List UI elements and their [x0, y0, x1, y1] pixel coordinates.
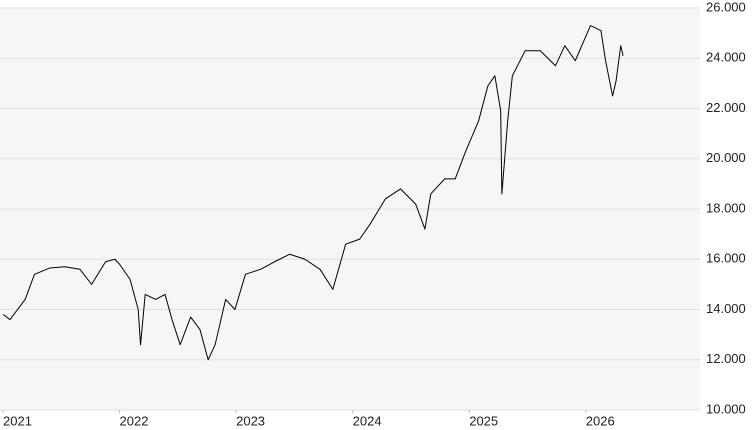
- y-tick-label: 10.000: [706, 401, 746, 416]
- x-tick-label: 2023: [236, 413, 265, 428]
- x-tick-label: 2021: [3, 413, 32, 428]
- x-tick-label: 2024: [353, 413, 382, 428]
- y-tick-label: 14.000: [706, 301, 746, 316]
- y-tick-label: 22.000: [706, 100, 746, 115]
- y-tick-label: 24.000: [706, 50, 746, 65]
- y-tick-label: 16.000: [706, 251, 746, 266]
- x-tick-label: 2022: [120, 413, 149, 428]
- y-tick-label: 20.000: [706, 150, 746, 165]
- y-tick-label: 12.000: [706, 351, 746, 366]
- x-tick-label: 2025: [469, 413, 498, 428]
- y-tick-label: 26.000: [706, 0, 746, 14]
- y-tick-label: 18.000: [706, 200, 746, 215]
- price-line: [2, 25, 624, 361]
- x-tick-label: 2026: [586, 413, 615, 428]
